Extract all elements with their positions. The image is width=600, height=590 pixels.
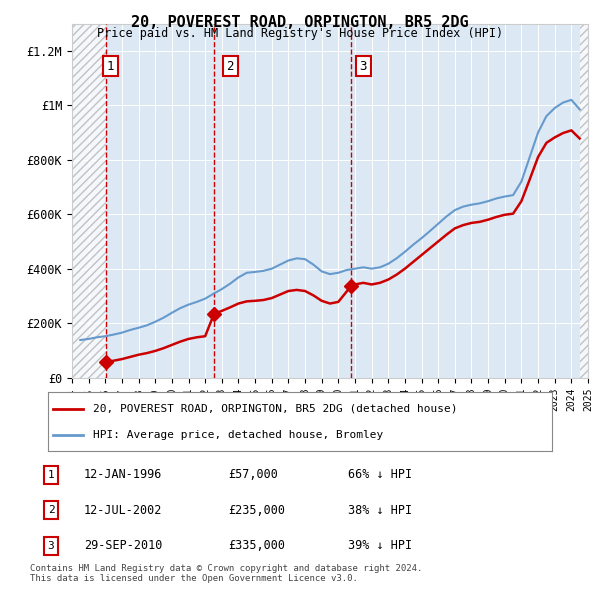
Text: 2: 2 [226, 60, 234, 73]
Text: 1: 1 [107, 60, 114, 73]
Text: 1: 1 [47, 470, 55, 480]
Text: 2: 2 [47, 506, 55, 515]
Text: 12-JUL-2002: 12-JUL-2002 [84, 504, 163, 517]
Text: 3: 3 [359, 60, 367, 73]
Bar [580, 24, 588, 378]
Text: 12-JAN-1996: 12-JAN-1996 [84, 468, 163, 481]
Text: £57,000: £57,000 [228, 468, 278, 481]
Text: 39% ↓ HPI: 39% ↓ HPI [348, 539, 412, 552]
Text: 38% ↓ HPI: 38% ↓ HPI [348, 504, 412, 517]
Text: 66% ↓ HPI: 66% ↓ HPI [348, 468, 412, 481]
Bar [72, 24, 106, 378]
Text: £235,000: £235,000 [228, 504, 285, 517]
Text: Price paid vs. HM Land Registry's House Price Index (HPI): Price paid vs. HM Land Registry's House … [97, 27, 503, 40]
Text: 20, POVEREST ROAD, ORPINGTON, BR5 2DG (detached house): 20, POVEREST ROAD, ORPINGTON, BR5 2DG (d… [94, 404, 458, 414]
Text: Contains HM Land Registry data © Crown copyright and database right 2024.
This d: Contains HM Land Registry data © Crown c… [30, 563, 422, 583]
Text: 20, POVEREST ROAD, ORPINGTON, BR5 2DG: 20, POVEREST ROAD, ORPINGTON, BR5 2DG [131, 15, 469, 30]
Text: 3: 3 [47, 541, 55, 550]
Text: HPI: Average price, detached house, Bromley: HPI: Average price, detached house, Brom… [94, 430, 383, 440]
Text: £335,000: £335,000 [228, 539, 285, 552]
Text: 29-SEP-2010: 29-SEP-2010 [84, 539, 163, 552]
